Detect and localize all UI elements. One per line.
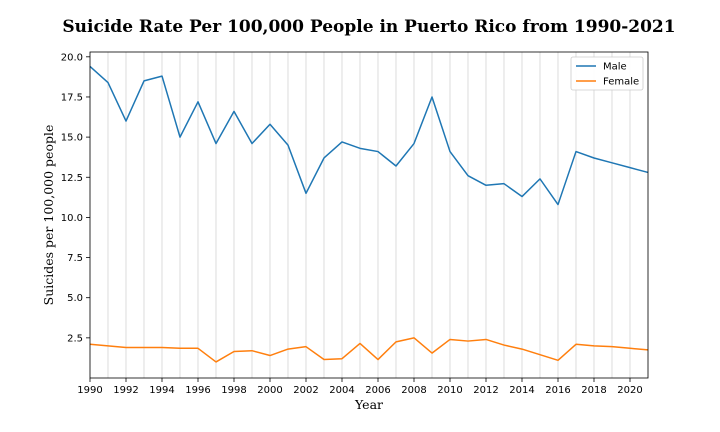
x-tick-label: 2012: [473, 385, 498, 396]
legend-label-female: Female: [603, 77, 639, 88]
x-tick-label: 1992: [113, 385, 138, 396]
y-axis-label: Suicides per 100,000 people: [41, 125, 56, 306]
y-tick-label: 20.0: [61, 52, 83, 63]
x-tick-label: 2004: [329, 385, 354, 396]
x-tick-label: 2010: [437, 385, 462, 396]
y-tick-label: 2.5: [67, 333, 83, 344]
y-tick-label: 17.5: [61, 92, 83, 103]
x-tick-label: 1990: [77, 385, 102, 396]
legend-label-male: Male: [603, 62, 627, 73]
y-tick-label: 10.0: [61, 213, 83, 224]
y-tick-label: 12.5: [61, 173, 83, 184]
x-tick-label: 2002: [293, 385, 318, 396]
series-line-female: [89, 337, 649, 363]
series-line-male: [89, 65, 649, 206]
chart-title: Suicide Rate Per 100,000 People in Puert…: [62, 17, 675, 37]
x-axis-label: Year: [354, 397, 383, 412]
legend: Male Female: [570, 56, 644, 91]
grid-lines: [89, 52, 649, 378]
series-lines: [89, 65, 649, 363]
y-tick-label: 15.0: [61, 133, 83, 144]
x-tick-label: 2020: [617, 385, 642, 396]
x-tick-label: 1994: [149, 385, 174, 396]
plot-frame: [89, 51, 649, 379]
x-axis-ticks: 1990 1992 1994 1996 1998 2000 2002 2004 2006 2008…: [77, 378, 643, 396]
x-tick-label: 2016: [545, 385, 570, 396]
y-tick-label: 7.5: [67, 253, 83, 264]
x-tick-label: 1996: [185, 385, 210, 396]
x-tick-label: 2008: [401, 385, 426, 396]
x-tick-label: 1998: [221, 385, 246, 396]
y-axis-ticks: 2.5 5.0 7.5 10.0 12.5 15.0 17.5 20.0: [61, 52, 90, 344]
x-tick-label: 2000: [257, 385, 282, 396]
x-tick-label: 2018: [581, 385, 606, 396]
x-tick-label: 2014: [509, 385, 534, 396]
x-tick-label: 2006: [365, 385, 390, 396]
y-tick-label: 5.0: [67, 293, 83, 304]
